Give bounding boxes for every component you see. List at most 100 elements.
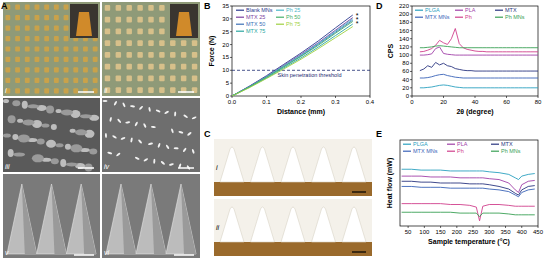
flake bbox=[122, 102, 126, 107]
needle bbox=[220, 207, 244, 242]
needle bbox=[127, 75, 132, 81]
legend-label: Ph MNs bbox=[501, 148, 521, 154]
particle bbox=[80, 114, 92, 118]
panel-label: C bbox=[204, 129, 211, 139]
needle bbox=[35, 46, 40, 51]
needle bbox=[342, 207, 366, 242]
sub-label: vi bbox=[104, 249, 110, 256]
series-line bbox=[402, 176, 535, 192]
tick bbox=[440, 226, 441, 228]
flake bbox=[148, 107, 151, 112]
axis-title: Distance (mm) bbox=[277, 108, 325, 116]
tick-label: 40 bbox=[402, 77, 409, 83]
needle bbox=[281, 207, 305, 242]
needle bbox=[44, 36, 49, 41]
needle bbox=[64, 67, 69, 72]
particle bbox=[75, 129, 87, 135]
sem-photo bbox=[102, 174, 200, 258]
flake bbox=[183, 114, 188, 118]
photo-bg bbox=[3, 98, 100, 172]
tick-label: 0 bbox=[406, 93, 410, 99]
legend-label: MTX MNs bbox=[425, 14, 450, 20]
tick bbox=[410, 22, 412, 23]
needle bbox=[192, 64, 197, 70]
tick-label: 20 bbox=[222, 42, 229, 48]
tick bbox=[232, 96, 233, 98]
legend-swatch bbox=[455, 10, 463, 11]
flake bbox=[105, 133, 107, 138]
particle bbox=[51, 124, 57, 130]
legend-label: PLA bbox=[457, 141, 468, 147]
tick bbox=[230, 44, 232, 45]
legend-label: Ph MNs bbox=[505, 14, 525, 20]
tick-label: 150 bbox=[436, 229, 447, 235]
flake bbox=[107, 151, 112, 154]
axis-title: 2θ (degree) bbox=[456, 108, 493, 116]
flake bbox=[157, 143, 161, 148]
needle bbox=[170, 75, 175, 81]
flake bbox=[112, 135, 117, 139]
series-line bbox=[420, 74, 538, 78]
tick bbox=[473, 226, 474, 228]
flake bbox=[164, 110, 169, 114]
tick bbox=[506, 96, 507, 98]
needle bbox=[159, 17, 164, 23]
particle bbox=[12, 100, 20, 106]
particle bbox=[18, 134, 30, 142]
legend-label: Ph 25 bbox=[286, 7, 300, 13]
sem-photo bbox=[3, 174, 100, 258]
needle bbox=[35, 15, 40, 20]
legend-swatch bbox=[276, 24, 284, 25]
legend-swatch bbox=[236, 17, 244, 18]
needle bbox=[44, 5, 49, 10]
legend-swatch bbox=[415, 10, 423, 11]
particle bbox=[13, 152, 25, 156]
legend-swatch bbox=[403, 144, 411, 145]
tick-label: 350 bbox=[501, 229, 512, 235]
series-line bbox=[420, 46, 538, 48]
needle bbox=[25, 46, 30, 51]
array-photo bbox=[102, 2, 200, 96]
needle bbox=[73, 57, 78, 62]
needle bbox=[192, 52, 197, 58]
needle bbox=[5, 67, 10, 72]
legend-swatch bbox=[403, 151, 411, 152]
needle bbox=[83, 46, 88, 51]
flake bbox=[134, 121, 138, 126]
tick bbox=[410, 71, 412, 72]
legend-label: PLGA bbox=[413, 141, 428, 147]
needle bbox=[137, 28, 142, 34]
tick bbox=[301, 96, 302, 98]
needle bbox=[25, 78, 30, 83]
flake bbox=[151, 126, 156, 129]
scale-bar bbox=[74, 254, 94, 256]
needle bbox=[25, 67, 30, 72]
needle bbox=[35, 78, 40, 83]
particle bbox=[55, 143, 63, 147]
needle bbox=[54, 15, 59, 20]
tick-label: 10 bbox=[222, 67, 229, 73]
axis-title: Heat flow (mW) bbox=[386, 158, 394, 209]
photo-bg bbox=[214, 199, 372, 256]
needle bbox=[83, 57, 88, 62]
needle bbox=[54, 88, 59, 93]
tick-label: 0.3 bbox=[331, 99, 340, 105]
photo-bg bbox=[3, 174, 100, 258]
flake bbox=[125, 121, 130, 124]
needle bbox=[66, 184, 96, 254]
tick-label: 35 bbox=[222, 3, 229, 9]
particle bbox=[27, 104, 39, 108]
tick bbox=[410, 96, 412, 97]
scale-bar bbox=[178, 91, 194, 93]
needle bbox=[54, 78, 59, 83]
particle bbox=[56, 109, 62, 113]
legend-swatch bbox=[495, 17, 503, 18]
needle bbox=[106, 184, 136, 254]
particle bbox=[12, 134, 18, 140]
needle bbox=[137, 64, 142, 70]
needle bbox=[105, 5, 110, 11]
tick bbox=[410, 14, 412, 15]
plot-frame bbox=[400, 140, 538, 226]
flake bbox=[174, 111, 176, 116]
tick-label: 0.0 bbox=[228, 99, 237, 105]
